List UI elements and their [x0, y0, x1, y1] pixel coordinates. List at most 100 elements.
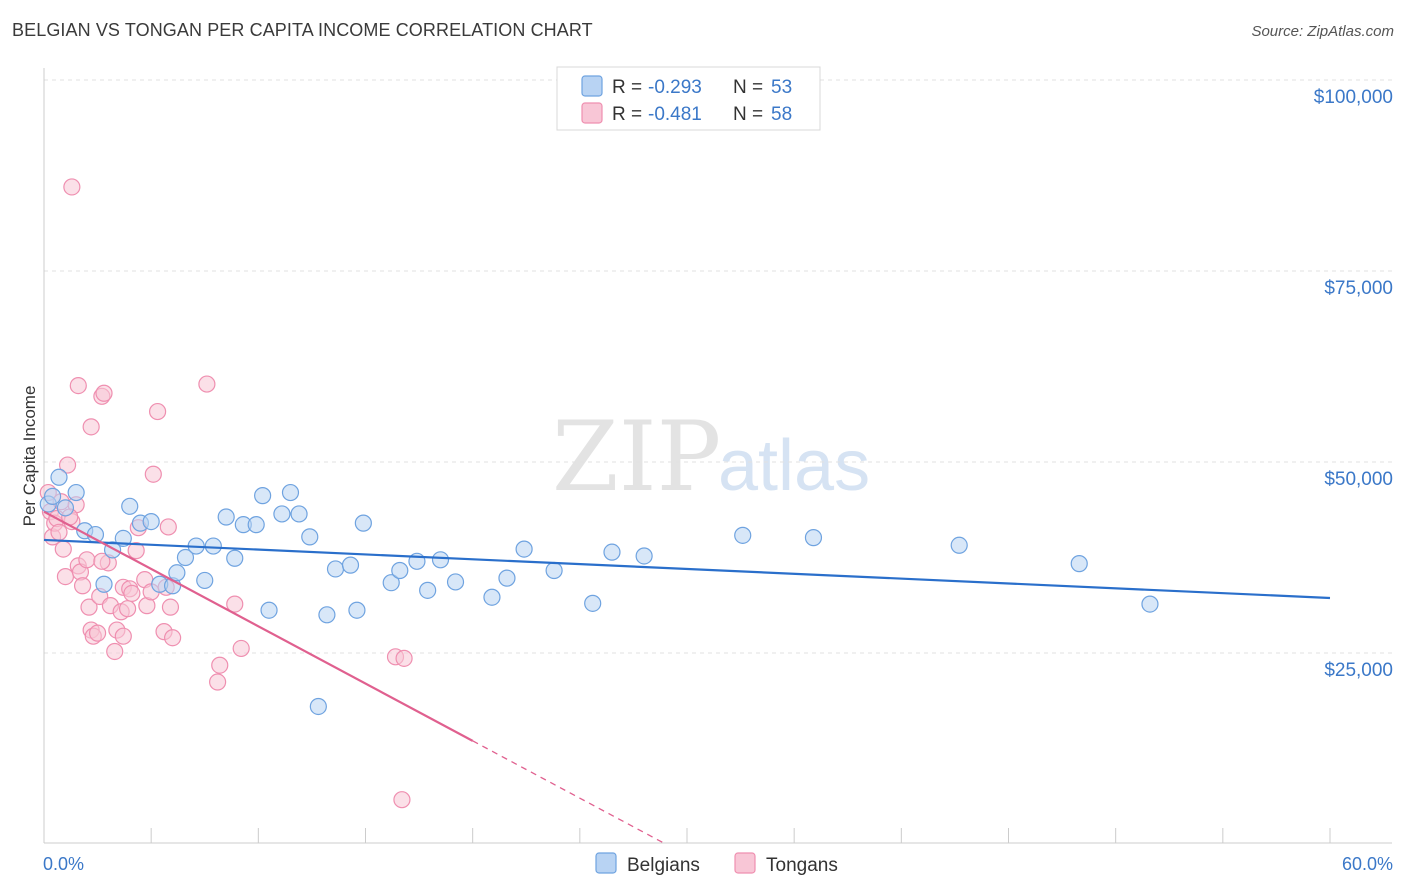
- tongans-point: [232, 639, 250, 658]
- belgians-point: [391, 561, 409, 580]
- belgians-point: [382, 574, 400, 592]
- belgians-point: [498, 569, 516, 587]
- belgians-trend-line: [43, 538, 1331, 600]
- tongans-point: [161, 598, 180, 616]
- tongans-point: [78, 551, 96, 569]
- series-tongans-points: [39, 178, 413, 809]
- belgians-point: [168, 564, 186, 582]
- stats-legend-n-value-tongans: 58: [771, 104, 792, 125]
- belgians-point: [43, 487, 62, 505]
- tongans-point: [159, 518, 177, 536]
- belgians-point: [804, 529, 823, 547]
- stats-legend-n-label-belgians: N =: [733, 77, 763, 98]
- tongans-point: [114, 627, 132, 645]
- belgians-point: [50, 468, 68, 486]
- belgians-point: [204, 537, 222, 555]
- chart-title: BELGIAN VS TONGAN PER CAPITA INCOME CORR…: [12, 20, 593, 40]
- watermark-atlas: atlas: [718, 426, 870, 506]
- tongans-point: [69, 377, 87, 395]
- tongans-point: [127, 542, 145, 560]
- tongans-point: [54, 540, 72, 558]
- belgians-point: [142, 512, 160, 531]
- belgians-point: [217, 508, 235, 526]
- belgians-point: [326, 560, 345, 578]
- belgians-point: [56, 499, 75, 517]
- y-axis-label: Per Capita Income: [20, 386, 39, 527]
- belgians-point: [273, 505, 291, 523]
- belgians-point: [341, 556, 360, 574]
- stats-legend: R = -0.293 N = 53 R = -0.481 N = 58: [556, 66, 821, 131]
- stats-legend-r-label-belgians: R =: [612, 77, 642, 98]
- y-tick-label: $50,000: [1324, 469, 1393, 490]
- gridlines: [44, 79, 1392, 654]
- belgians-point: [67, 483, 85, 502]
- source-credit: Source: ZipAtlas.com: [1251, 23, 1394, 40]
- tongans-point: [198, 375, 216, 393]
- tongans-point: [88, 624, 107, 642]
- legend-label-tongans: Tongans: [766, 855, 838, 876]
- tongans-point: [63, 178, 81, 196]
- y-axis-tick-labels: $100,000 $75,000 $50,000 $25,000: [1314, 87, 1393, 681]
- belgians-point: [515, 540, 533, 558]
- belgians-point: [1070, 555, 1088, 573]
- stats-legend-r-label-tongans: R =: [612, 104, 642, 125]
- belgians-point: [545, 561, 563, 580]
- watermark-zip: ZIP: [552, 401, 721, 513]
- tongans-point: [80, 598, 98, 616]
- legend-label-belgians: Belgians: [627, 855, 700, 876]
- tongans-point: [148, 402, 167, 421]
- y-tick-label: $100,000: [1314, 87, 1393, 108]
- belgians-point: [290, 505, 308, 523]
- belgians-point: [603, 543, 621, 561]
- belgians-point: [121, 497, 139, 515]
- tongans-point: [226, 595, 244, 613]
- tongans-point: [95, 384, 113, 402]
- belgians-point: [446, 573, 465, 591]
- belgians-point: [483, 588, 501, 606]
- belgians-point: [1141, 595, 1159, 613]
- belgians-point: [281, 483, 300, 502]
- tongans-point: [50, 523, 68, 541]
- trend-lines: [43, 510, 1331, 844]
- stats-legend-swatch-tongans: [581, 102, 603, 124]
- belgians-point: [301, 528, 319, 546]
- tongans-point: [144, 465, 162, 483]
- belgians-point: [348, 601, 366, 619]
- legend-swatch-tongans: [734, 852, 756, 874]
- belgians-point: [950, 536, 968, 554]
- belgians-point: [176, 548, 195, 567]
- belgians-point: [318, 606, 336, 624]
- legend-swatch-belgians: [595, 852, 617, 874]
- belgians-point: [226, 549, 244, 567]
- x-tick-label-min: 0.0%: [43, 854, 84, 874]
- y-tick-label: $75,000: [1324, 278, 1393, 299]
- stats-legend-n-value-belgians: 53: [771, 77, 792, 98]
- tongans-point: [56, 567, 75, 586]
- tongans-point: [73, 577, 92, 595]
- series-legend: Belgians Tongans: [595, 852, 838, 876]
- x-tick-label-max: 60.0%: [1342, 854, 1393, 874]
- belgians-point: [354, 514, 372, 532]
- tongans-point: [209, 673, 227, 691]
- tongans-point: [82, 418, 100, 436]
- belgians-point: [196, 571, 214, 590]
- tongans-point: [395, 649, 413, 667]
- tongans-trend-line: [43, 510, 474, 742]
- belgians-point: [734, 526, 752, 544]
- tongans-point: [211, 656, 229, 674]
- stats-legend-r-value-belgians: -0.293: [648, 77, 702, 98]
- belgians-point: [635, 547, 653, 565]
- x-axis-ticks: [150, 828, 1331, 843]
- stats-legend-r-value-tongans: -0.481: [648, 104, 702, 125]
- belgians-point: [431, 551, 450, 569]
- tongans-point: [58, 456, 77, 474]
- stats-legend-swatch-belgians: [581, 75, 603, 97]
- belgians-point: [95, 575, 113, 593]
- y-tick-label: $25,000: [1324, 660, 1393, 681]
- belgians-point: [254, 487, 272, 505]
- belgians-point: [247, 516, 265, 534]
- belgians-point: [419, 581, 437, 599]
- tongans-trend-extension: [472, 740, 665, 844]
- tongans-point: [164, 629, 182, 647]
